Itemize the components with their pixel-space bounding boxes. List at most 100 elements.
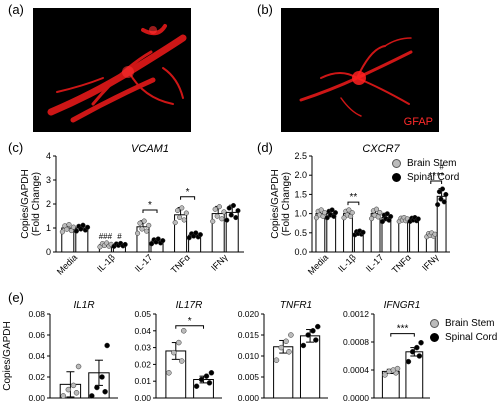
y-tick-label: 3	[46, 175, 51, 185]
x-tick-label: IFNγ	[209, 252, 230, 273]
y-tick-label: 0.02	[28, 372, 45, 382]
data-point-brain-stem	[139, 226, 145, 232]
astrocyte-image-a	[47, 24, 187, 123]
data-point-brain-stem	[180, 328, 187, 334]
data-point-spinal-cord	[305, 332, 311, 338]
annotation-label: #	[117, 232, 122, 241]
data-point-spinal-cord	[230, 202, 236, 209]
significance-bracket	[347, 201, 360, 206]
y-tick-label: 0.000	[238, 393, 260, 403]
data-point-brain-stem	[432, 231, 438, 237]
data-point-spinal-cord	[414, 344, 420, 351]
y-tick-label: 1.0	[294, 209, 307, 219]
legend-bottom: Brain Stem Spinal Cord	[430, 318, 497, 343]
data-point-spinal-cord	[329, 207, 335, 213]
y-axis-label: Copies/GAPDH (Fold Change)	[270, 169, 292, 238]
data-point-spinal-cord	[416, 353, 423, 359]
x-tick-label: IL-1β	[95, 252, 117, 274]
data-point-brain-stem	[394, 365, 401, 372]
y-tick-label: 0.02	[134, 359, 151, 369]
significance-label: **	[350, 192, 358, 203]
data-point-spinal-cord	[85, 224, 91, 230]
chart-tnfr1: TNFR1 0.000 0.005 0.010 0.015 0.020	[238, 300, 328, 403]
bar-brain-stem	[398, 218, 409, 253]
data-point-brain-stem	[175, 207, 181, 214]
data-point-brain-stem	[214, 213, 220, 219]
y-tick-label: 4	[46, 151, 51, 161]
y-tick-label: 0.08	[28, 309, 45, 319]
y-axis-label: Copies/GAPDH (Fold Change)	[20, 169, 42, 238]
significance-bracket	[390, 333, 415, 337]
x-tick-group: IL-17	[364, 252, 386, 274]
x-tick-group: Media	[306, 252, 330, 276]
data-point-spinal-cord	[405, 358, 412, 365]
bar-spinal-cord	[409, 218, 419, 253]
data-point-spinal-cord	[89, 393, 95, 399]
significance-bracket	[180, 196, 196, 200]
data-point-brain-stem	[286, 349, 292, 355]
micrograph-b: GFAP	[281, 8, 439, 132]
data-point-brain-stem	[71, 224, 77, 230]
y-axis-label-line2: (Fold Change)	[31, 172, 42, 236]
data-point-spinal-cord	[379, 219, 385, 225]
data-point-brain-stem	[313, 215, 319, 221]
data-point-brain-stem	[181, 217, 187, 223]
data-point-spinal-cord	[233, 215, 239, 221]
data-point-brain-stem	[322, 210, 328, 216]
y-tick-label: 1.5	[294, 189, 307, 199]
y-tick-label: 2	[46, 199, 51, 209]
bar-brain-stem	[273, 346, 294, 399]
x-tick-label: IFNγ	[420, 252, 441, 273]
data-point-spinal-cord	[122, 241, 128, 248]
data-point-spinal-cord	[208, 370, 215, 376]
data-point-brain-stem	[349, 210, 355, 216]
data-point-spinal-cord	[439, 186, 446, 192]
data-point-brain-stem	[219, 216, 225, 222]
y-tick-label: 0.04	[28, 351, 45, 361]
x-tick-group: TNFα	[390, 252, 413, 275]
legend-item-spinal-cord: Spinal Cord	[392, 172, 459, 183]
data-point-brain-stem	[177, 214, 183, 220]
y-axis-label-line2: (Fold Change)	[281, 172, 292, 236]
data-point-spinal-cord	[332, 210, 339, 216]
y-tick-label: 1	[46, 223, 51, 233]
data-point-brain-stem	[375, 214, 381, 220]
panel-label-c: (c)	[8, 140, 24, 155]
significance-bracket	[175, 325, 205, 329]
panel-label-e: (e)	[8, 290, 24, 305]
legend-top: Brain Stem Spinal Cord	[392, 158, 459, 183]
astrocyte-image-b	[299, 37, 413, 117]
bar-spinal-cord	[405, 351, 424, 399]
data-point-brain-stem	[65, 386, 72, 393]
data-point-spinal-cord	[224, 217, 230, 223]
chart-title: TNFR1	[280, 300, 312, 311]
data-point-spinal-cord	[203, 373, 210, 379]
y-tick-label: 0.0012	[343, 309, 369, 319]
data-point-brain-stem	[179, 205, 185, 211]
x-tick-label: TNFα	[169, 252, 192, 275]
chart-title: IFNGR1	[384, 300, 421, 311]
data-point-spinal-cord	[300, 342, 307, 349]
data-point-brain-stem	[369, 216, 375, 222]
y-tick-label: 0.0	[294, 247, 307, 257]
legend-item-brain-stem: Brain Stem	[392, 158, 459, 169]
data-point-brain-stem	[141, 218, 147, 224]
data-point-spinal-cord	[313, 337, 319, 343]
annotation-label: #	[439, 162, 444, 171]
data-point-brain-stem	[172, 220, 178, 226]
data-point-spinal-cord	[324, 215, 330, 221]
x-tick-group: TNFα	[169, 252, 192, 275]
y-axis-label: Copies/GAPDH	[2, 321, 13, 390]
data-point-spinal-cord	[99, 374, 105, 380]
data-point-brain-stem	[216, 204, 222, 210]
x-tick-label: Media	[306, 252, 330, 276]
data-point-spinal-cord	[388, 213, 394, 220]
data-point-brain-stem	[288, 332, 294, 338]
data-point-brain-stem	[273, 357, 280, 363]
data-point-spinal-cord	[226, 205, 232, 211]
data-point-brain-stem	[382, 372, 388, 378]
x-tick-label: IL-17	[133, 252, 155, 274]
data-point-spinal-cord	[149, 241, 155, 247]
significance-label: ***	[397, 324, 409, 335]
